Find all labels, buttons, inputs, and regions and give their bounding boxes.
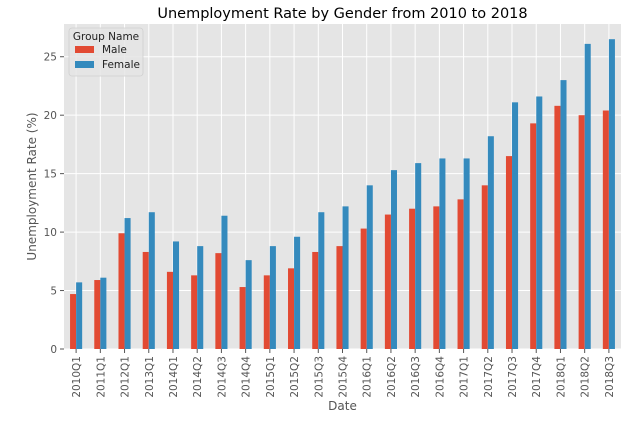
bar-female-2017Q3 bbox=[512, 102, 519, 350]
y-tick-label: 25 bbox=[44, 52, 57, 64]
bar-female-2016Q3 bbox=[415, 163, 422, 349]
x-tick-label: 2018Q2 bbox=[580, 356, 592, 398]
x-tick-label: 2015Q2 bbox=[289, 356, 301, 398]
y-tick-label: 10 bbox=[44, 227, 57, 239]
bar-female-2016Q1 bbox=[366, 185, 373, 349]
bar-male-2017Q3 bbox=[505, 156, 513, 349]
x-tick-label: 2017Q3 bbox=[507, 356, 519, 398]
bar-female-2012Q1 bbox=[124, 218, 131, 349]
legend: Group Name Male Female bbox=[68, 27, 144, 77]
bar-female-2014Q2 bbox=[197, 246, 204, 349]
chart-title: Unemployment Rate by Gender from 2010 to… bbox=[157, 6, 527, 22]
x-tick-label: 2015Q1 bbox=[265, 356, 277, 398]
x-tick-label: 2018Q3 bbox=[604, 356, 616, 398]
x-tick-label: 2012Q1 bbox=[120, 356, 132, 398]
y-tick-label: 20 bbox=[44, 110, 57, 122]
bar-female-2011Q1 bbox=[100, 277, 107, 349]
legend-swatch-female bbox=[75, 61, 94, 68]
bar-female-2018Q3 bbox=[608, 39, 615, 349]
bar-female-2015Q3 bbox=[318, 212, 325, 349]
bar-female-2010Q1 bbox=[76, 282, 83, 349]
y-tick-label: 5 bbox=[50, 286, 57, 298]
bar-male-2016Q4 bbox=[433, 206, 440, 349]
x-axis-ticks: 2010Q1 2011Q1 2012Q1 2013Q1 2014Q1 2014Q2 2014… bbox=[71, 349, 616, 398]
bar-female-2018Q1 bbox=[560, 80, 567, 349]
bar-female-2017Q1 bbox=[463, 158, 470, 349]
bar-female-2016Q2 bbox=[390, 170, 397, 349]
x-tick-label: 2014Q1 bbox=[168, 356, 180, 398]
y-axis-label: Unemployment Rate (%) bbox=[25, 112, 39, 260]
x-axis-label: Date bbox=[328, 399, 357, 413]
bar-male-2015Q3 bbox=[312, 251, 319, 349]
x-tick-label: 2014Q2 bbox=[192, 356, 204, 398]
x-tick-label: 2013Q1 bbox=[144, 356, 156, 398]
x-tick-label: 2017Q2 bbox=[483, 356, 495, 398]
bar-male-2017Q4 bbox=[530, 123, 537, 349]
x-tick-label: 2015Q4 bbox=[338, 356, 350, 398]
bar-male-2018Q3 bbox=[602, 110, 609, 349]
legend-title: Group Name bbox=[73, 31, 139, 43]
x-tick-label: 2016Q3 bbox=[410, 356, 422, 398]
bar-male-2015Q1 bbox=[263, 275, 270, 349]
bar-female-2013Q1 bbox=[148, 212, 155, 349]
bar-male-2017Q1 bbox=[457, 199, 464, 349]
bar-male-2010Q1 bbox=[70, 294, 77, 349]
bar-female-2015Q2 bbox=[294, 236, 301, 349]
bars bbox=[70, 39, 615, 350]
bar-male-2014Q3 bbox=[215, 253, 222, 349]
legend-label-female: Female bbox=[102, 59, 140, 71]
bar-female-2014Q4 bbox=[245, 260, 252, 349]
bar-male-2016Q2 bbox=[384, 214, 391, 349]
bar-male-2015Q4 bbox=[336, 246, 343, 349]
bar-male-2017Q2 bbox=[481, 185, 488, 349]
legend-swatch-male bbox=[75, 46, 94, 53]
bar-male-2018Q1 bbox=[554, 105, 561, 349]
bar-female-2016Q4 bbox=[439, 158, 446, 349]
bar-female-2015Q4 bbox=[342, 206, 349, 349]
x-tick-label: 2018Q1 bbox=[555, 356, 567, 398]
y-tick-label: 0 bbox=[50, 344, 57, 356]
x-tick-label: 2017Q4 bbox=[531, 356, 543, 398]
bar-male-2012Q1 bbox=[118, 233, 125, 349]
bar-female-2014Q3 bbox=[221, 215, 228, 349]
bar-female-2014Q1 bbox=[172, 241, 180, 349]
bar-male-2014Q2 bbox=[191, 275, 198, 349]
y-axis-ticks: 0 5 10 15 20 25 bbox=[44, 52, 64, 356]
bar-male-2014Q1 bbox=[166, 271, 173, 349]
x-tick-label: 2014Q3 bbox=[216, 356, 228, 398]
bar-male-2014Q4 bbox=[239, 287, 246, 349]
bar-female-2015Q1 bbox=[269, 246, 276, 349]
x-tick-label: 2016Q1 bbox=[362, 356, 374, 398]
x-tick-label: 2010Q1 bbox=[71, 356, 83, 398]
x-tick-label: 2017Q1 bbox=[459, 356, 471, 398]
x-tick-label: 2016Q2 bbox=[386, 356, 398, 398]
x-tick-label: 2016Q4 bbox=[434, 356, 446, 398]
bar-male-2016Q3 bbox=[409, 208, 416, 349]
bar-female-2017Q4 bbox=[536, 96, 543, 349]
bar-male-2013Q1 bbox=[142, 251, 149, 349]
x-tick-label: 2015Q3 bbox=[313, 356, 325, 398]
bar-male-2016Q1 bbox=[360, 228, 367, 349]
bar-male-2015Q2 bbox=[288, 268, 295, 349]
bar-male-2018Q2 bbox=[578, 115, 585, 350]
x-tick-label: 2011Q1 bbox=[95, 356, 107, 398]
bar-female-2018Q2 bbox=[584, 43, 591, 350]
bar-female-2017Q2 bbox=[487, 136, 494, 349]
x-tick-label: 2014Q4 bbox=[241, 356, 253, 398]
legend-label-male: Male bbox=[102, 44, 127, 56]
bar-male-2011Q1 bbox=[94, 280, 101, 349]
y-tick-label: 15 bbox=[44, 169, 57, 181]
